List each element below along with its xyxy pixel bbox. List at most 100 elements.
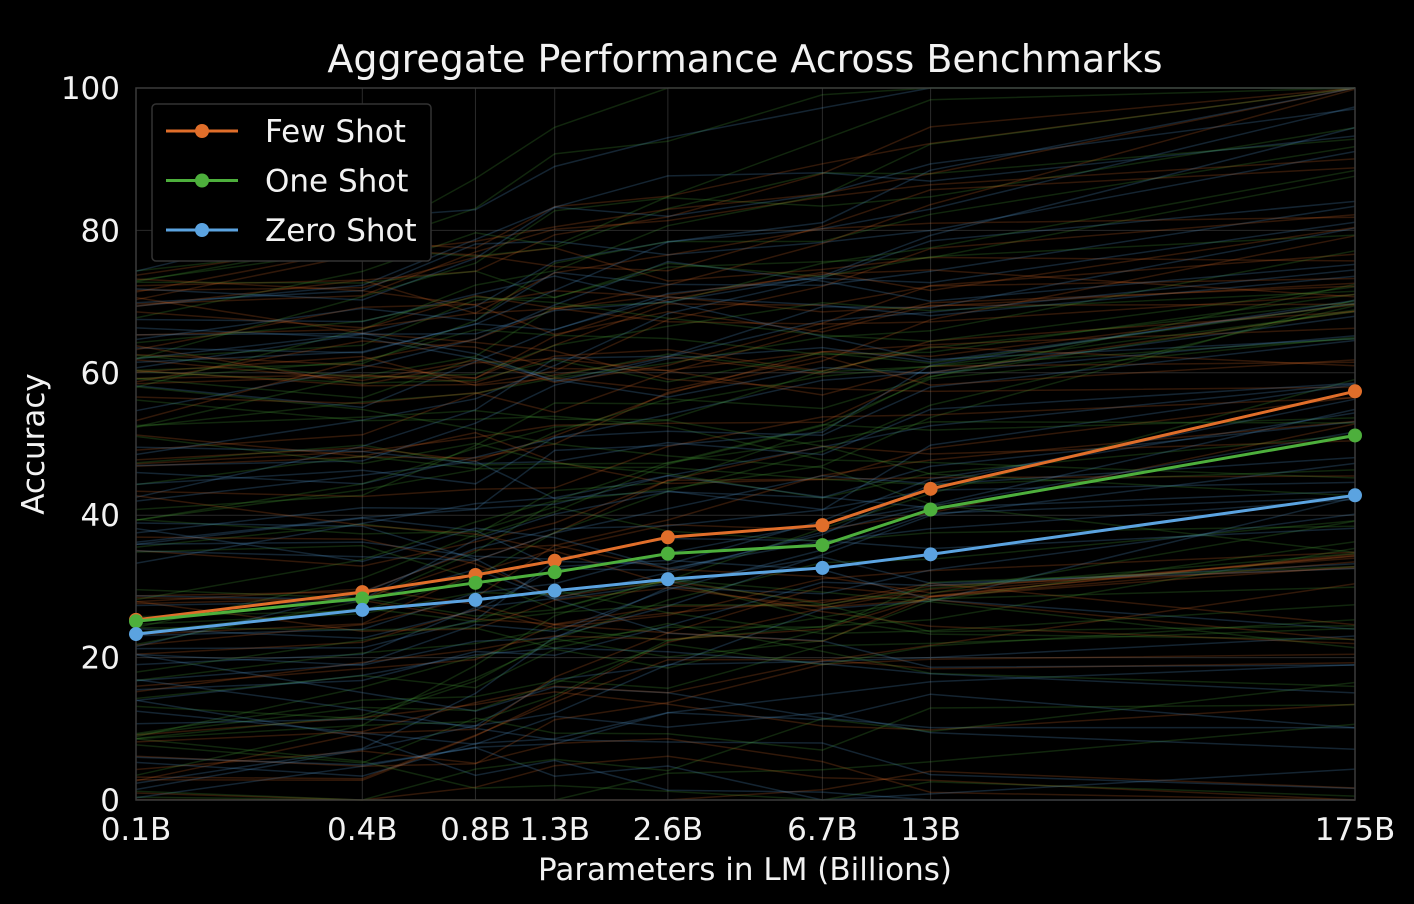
point-one_shot-3 (547, 565, 562, 580)
y-axis-label: Accuracy (16, 373, 52, 515)
x-axis-label: Parameters in LM (Billions) (538, 852, 952, 888)
background-line (135, 378, 1356, 740)
background-line (135, 303, 1356, 384)
background-line (135, 536, 1356, 626)
x-tick-label: 175B (1315, 812, 1395, 848)
background-line (135, 277, 1356, 385)
point-one_shot-5 (815, 538, 830, 553)
background-line (135, 269, 1356, 315)
x-tick-label: 0.8B (440, 812, 511, 848)
background-line (135, 250, 1356, 428)
background-line (135, 247, 1356, 292)
series-line-zero_shot (135, 493, 1356, 636)
x-tick-label: 6.7B (787, 812, 858, 848)
background-line (135, 544, 1356, 649)
background-line (135, 580, 1356, 641)
background-line (135, 275, 1356, 361)
background-line (135, 755, 1356, 801)
background-line (135, 221, 1356, 456)
background-line (135, 654, 1356, 729)
legend-marker-zero_shot (195, 223, 209, 237)
point-zero_shot-7 (1348, 488, 1362, 503)
background-line (135, 557, 1356, 782)
background-line (135, 647, 1356, 702)
background-line (135, 522, 1356, 668)
background-line (135, 498, 1356, 570)
x-tick-label: 0.4B (327, 812, 398, 848)
background-line (135, 710, 1356, 750)
background-line (135, 746, 1356, 801)
background-line (135, 513, 1356, 666)
y-tick-label: 0 (100, 783, 120, 819)
background-line (135, 260, 1356, 412)
series-line-one_shot (135, 434, 1356, 623)
background-line (135, 578, 1356, 633)
y-tick-label: 100 (61, 71, 120, 107)
background-line (135, 678, 1356, 790)
background-line (135, 344, 1356, 396)
tick-labels: 0.1B 0.4B 0.8B 1.3B 2.6B 6.7B 13B 175B 0 20 40 60 80… (61, 71, 1395, 848)
background-line (135, 315, 1356, 485)
background-line (135, 544, 1356, 597)
background-line (135, 216, 1356, 329)
background-line (135, 681, 1356, 801)
background-line (135, 440, 1356, 567)
background-line (135, 205, 1356, 341)
background-line (135, 421, 1356, 601)
background-line (135, 346, 1356, 384)
chart-title: Aggregate Performance Across Benchmarks (327, 37, 1162, 81)
point-one_shot-1 (355, 591, 370, 606)
background-line (135, 417, 1356, 466)
background-line (135, 554, 1356, 634)
point-zero_shot-1 (355, 602, 370, 617)
background-line (135, 145, 1356, 372)
background-line (135, 296, 1356, 393)
background-line (135, 408, 1356, 637)
point-one_shot-4 (660, 546, 675, 561)
legend-marker-few_shot (195, 124, 209, 138)
background-line (135, 658, 1356, 780)
background-line (135, 283, 1356, 629)
point-few_shot-5 (815, 518, 830, 533)
point-zero_shot-3 (547, 583, 562, 598)
background-line (135, 150, 1356, 304)
background-line (135, 213, 1356, 387)
background-line (135, 293, 1356, 381)
background-line (135, 302, 1356, 467)
background-line (135, 382, 1356, 465)
background-line (135, 253, 1356, 384)
background-line (135, 286, 1356, 344)
background-line (135, 565, 1356, 693)
background-line (135, 299, 1356, 543)
background-line (135, 126, 1356, 369)
background-line (135, 327, 1356, 398)
background-line (135, 431, 1356, 485)
x-tick-label: 2.6B (633, 812, 704, 848)
point-zero_shot-6 (923, 547, 938, 562)
x-tick-label: 0.1B (101, 812, 172, 848)
background-line (135, 355, 1356, 391)
background-line (135, 290, 1356, 379)
background-line (135, 474, 1356, 565)
background-line (135, 383, 1356, 534)
x-tick-label: 13B (900, 812, 961, 848)
y-tick-label: 40 (81, 498, 120, 534)
background-line (135, 310, 1356, 511)
background-line (135, 384, 1356, 648)
background-line (135, 310, 1356, 465)
background-line (135, 235, 1356, 467)
background-line (135, 547, 1356, 777)
y-tick-label: 60 (81, 356, 120, 392)
background-line (135, 519, 1356, 738)
background-line (135, 565, 1356, 700)
background-line (135, 553, 1356, 688)
background-line (135, 456, 1356, 639)
point-one_shot-7 (1348, 428, 1362, 443)
point-few_shot-3 (547, 553, 562, 568)
background-line (135, 496, 1356, 682)
background-line (135, 691, 1356, 736)
point-few_shot-4 (660, 530, 675, 545)
point-one_shot-2 (468, 575, 483, 590)
point-few_shot-6 (923, 481, 938, 496)
